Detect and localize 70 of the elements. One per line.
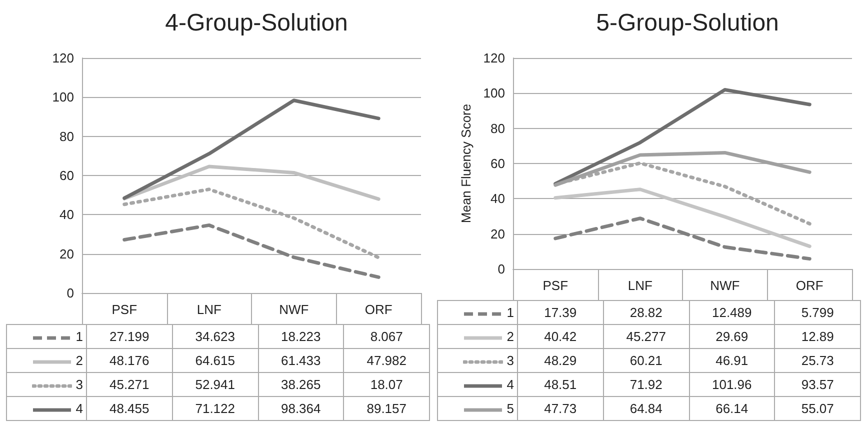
data-label: 47.73	[518, 396, 604, 420]
data-label: 71.92	[603, 372, 689, 396]
x-tick-label: PSF	[542, 278, 568, 293]
chart-title: 4-Group-Solution	[165, 10, 348, 36]
data-label: 25.73	[774, 348, 860, 372]
data-label: 38.265	[258, 372, 344, 396]
y-tick-label: 40	[60, 207, 74, 222]
data-label: 45.277	[603, 324, 689, 348]
legend-label: 1	[6, 324, 86, 348]
data-label: 52.941	[172, 372, 258, 396]
data-label: 48.176	[86, 348, 172, 372]
data-label: 18.223	[258, 324, 344, 348]
x-tick-label: ORF	[364, 302, 392, 317]
data-label: 101.96	[689, 372, 775, 396]
data-label: 47.982	[344, 348, 430, 372]
data-label: 45.271	[86, 372, 172, 396]
x-tick-label: PSF	[112, 302, 138, 317]
data-label: 5.799	[774, 300, 860, 324]
y-axis-title: Mean Fluency Score	[458, 104, 474, 224]
legend-label: 1	[438, 300, 518, 324]
y-tick-label: 60	[490, 156, 505, 171]
y-tick-label: 20	[490, 226, 505, 242]
data-label: 64.615	[172, 348, 258, 372]
y-tick-label: 0	[498, 262, 505, 276]
legend-label: 4	[6, 396, 86, 420]
data-label: 71.122	[172, 396, 258, 420]
data-label: 48.51	[518, 372, 604, 396]
legend-label: 3	[438, 348, 518, 372]
data-label: 12.489	[689, 300, 775, 324]
y-tick-label: 20	[60, 246, 74, 262]
y-tick-label: 60	[60, 168, 74, 183]
legend-label: 2	[6, 348, 86, 372]
x-tick-label: LNF	[196, 302, 222, 317]
data-label: 89.157	[344, 396, 430, 420]
y-tick-label: 80	[60, 128, 74, 144]
data-label: 61.433	[258, 348, 344, 372]
data-label: 64.84	[603, 396, 689, 420]
y-tick-label: 120	[483, 50, 505, 66]
data-label: 12.89	[774, 324, 860, 348]
data-label: 29.69	[689, 324, 775, 348]
data-label: 98.364	[258, 396, 344, 420]
x-tick-label: NWF	[279, 302, 309, 317]
y-tick-label: 120	[52, 50, 74, 66]
x-tick-label: ORF	[796, 278, 824, 293]
data-label: 55.07	[774, 396, 860, 420]
y-tick-label: 100	[52, 90, 74, 105]
data-label: 34.623	[172, 324, 258, 348]
legend-label: 3	[6, 372, 86, 396]
data-label: 66.14	[689, 396, 775, 420]
y-tick-label: 80	[490, 120, 505, 136]
data-label: 48.455	[86, 396, 172, 420]
y-tick-label: 0	[66, 286, 74, 300]
data-label: 46.91	[689, 348, 775, 372]
data-label: 28.82	[603, 300, 689, 324]
legend-label: 2	[438, 324, 518, 348]
data-label: 18.07	[344, 372, 430, 396]
data-label: 60.21	[603, 348, 689, 372]
data-label: 48.29	[518, 348, 604, 372]
x-tick-label: LNF	[628, 278, 652, 293]
x-tick-label: NWF	[710, 278, 740, 293]
legend-label: 4	[438, 372, 518, 396]
data-label: 93.57	[774, 372, 860, 396]
data-label: 8.067	[344, 324, 430, 348]
y-tick-label: 100	[483, 86, 505, 101]
y-tick-label: 40	[490, 191, 505, 206]
data-label: 27.199	[86, 324, 172, 348]
legend-label: 5	[438, 396, 518, 420]
data-label: 17.39	[518, 300, 604, 324]
chart-title: 5-Group-Solution	[596, 10, 779, 36]
data-label: 40.42	[518, 324, 604, 348]
